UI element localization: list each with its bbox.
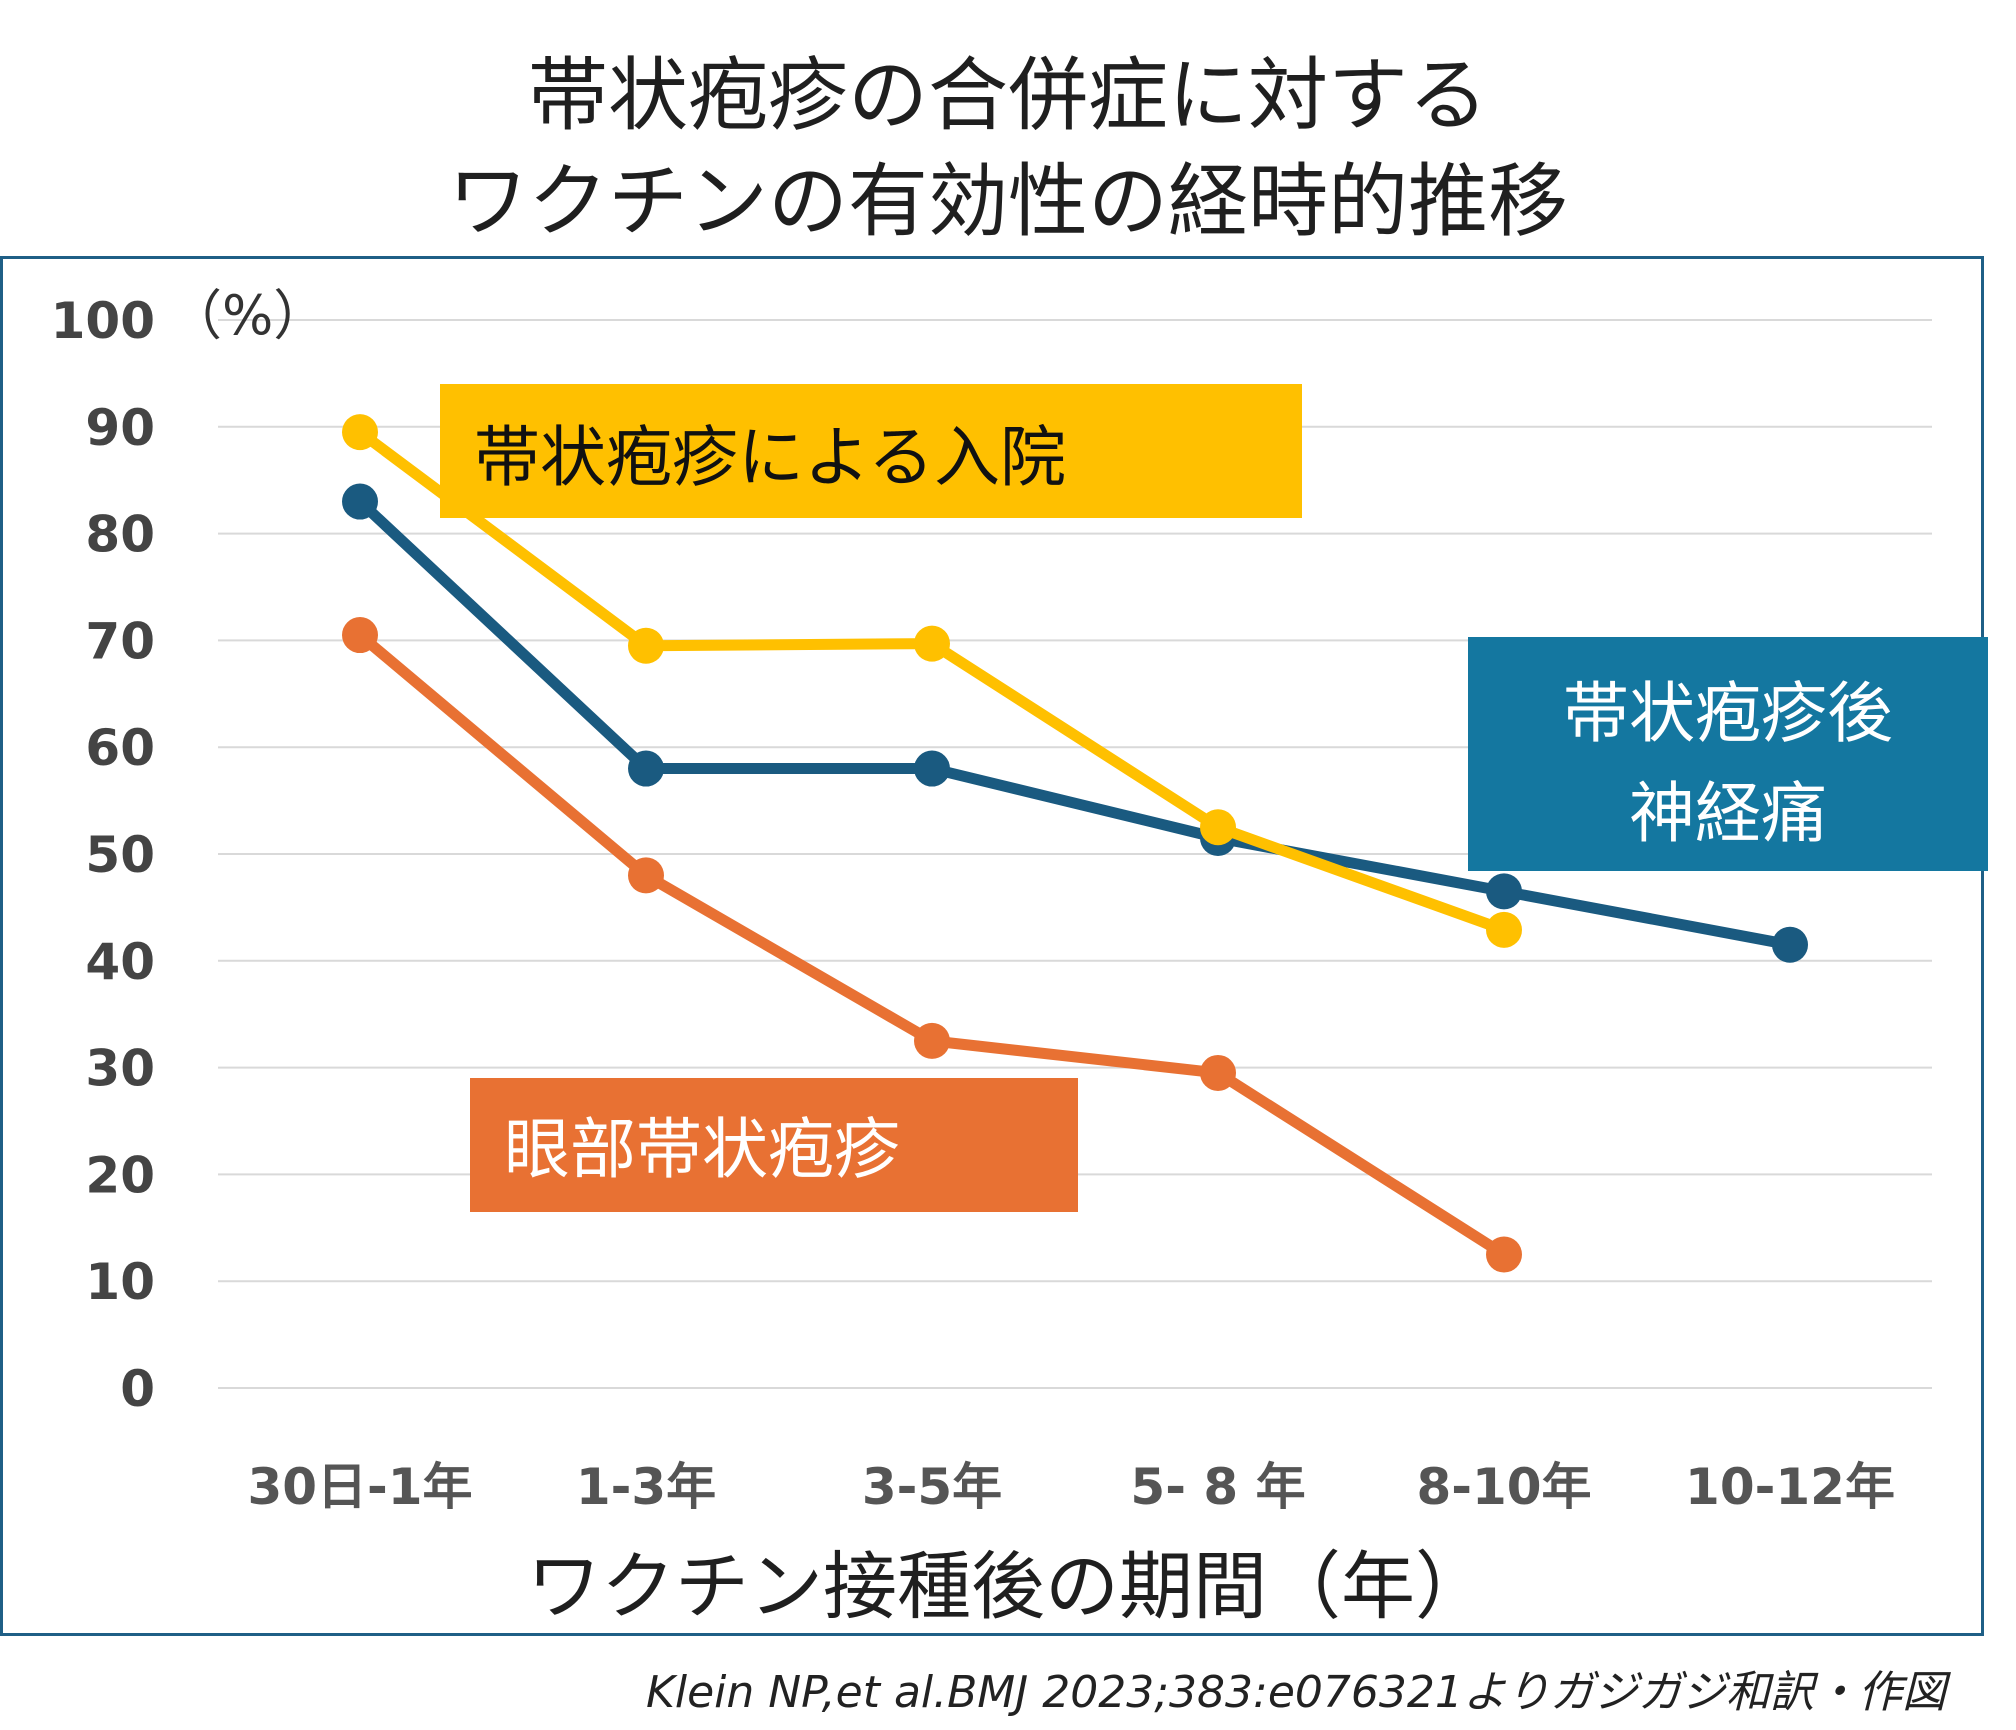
x-tick-label: 30日-1年 <box>247 1458 472 1516</box>
label-box-phn <box>1468 637 1988 871</box>
x-tick-label: 1-3年 <box>576 1458 716 1516</box>
data-point <box>1200 1054 1236 1091</box>
label-hospitalization: 帯状疱疹による入院 <box>440 384 1302 518</box>
x-tick-label: 8-10年 <box>1416 1458 1591 1516</box>
x-tick-label: 5- 8 年 <box>1130 1458 1305 1516</box>
label-box-hospitalization <box>440 384 1302 518</box>
x-axis-title: ワクチン接種後の期間（年） <box>527 1544 1489 1630</box>
data-point <box>1486 1236 1522 1273</box>
y-tick-label: 0 <box>120 1360 155 1418</box>
y-tick-label: 10 <box>85 1253 155 1311</box>
label-text-hospitalization: 帯状疱疹による入院 <box>474 419 1066 496</box>
series-ophthalmic-zoster <box>342 617 1522 1273</box>
data-point <box>1200 809 1236 846</box>
data-point <box>342 617 378 654</box>
y-tick-label: 30 <box>85 1040 155 1098</box>
label-box-ophthalmic <box>470 1078 1078 1212</box>
label-text-phn-line2: 神経痛 <box>1629 775 1827 852</box>
y-tick-label: 90 <box>85 399 155 457</box>
data-point <box>628 857 664 894</box>
label-phn: 帯状疱疹後 神経痛 <box>1468 637 1988 871</box>
y-tick-label: 100 <box>51 292 155 350</box>
label-text-phn-line1: 帯状疱疹後 <box>1563 675 1893 752</box>
series-zoster-hospitalization <box>342 414 1522 948</box>
data-point <box>914 625 950 662</box>
y-axis-ticks: 0 10 20 30 40 50 60 70 80 90 100 <box>51 292 155 1418</box>
y-tick-label: 70 <box>85 612 155 670</box>
data-point <box>342 414 378 451</box>
y-tick-label: 60 <box>85 719 155 777</box>
data-point <box>914 750 950 787</box>
y-tick-label: 50 <box>85 826 155 884</box>
x-axis-ticks: 30日-1年 1-3年 3-5年 5- 8 年 8-10年 10-12年 <box>247 1458 1895 1516</box>
chart-title-line1: 帯状疱疹の合併症に対する <box>528 49 1488 142</box>
y-tick-label: 20 <box>85 1146 155 1204</box>
y-tick-label: 80 <box>85 506 155 564</box>
y-tick-label: 40 <box>85 933 155 991</box>
y-unit-label: （%） <box>168 284 327 347</box>
x-tick-label: 10-12年 <box>1685 1458 1895 1516</box>
x-tick-label: 3-5年 <box>862 1458 1002 1516</box>
data-point <box>628 750 664 787</box>
data-point <box>628 627 664 664</box>
data-point <box>1772 926 1808 963</box>
data-point <box>342 483 378 520</box>
chart-frame <box>0 256 1984 1636</box>
chart-title-line2: ワクチンの有効性の経時的推移 <box>448 155 1568 248</box>
series-lines <box>342 414 1808 1273</box>
series-line <box>356 497 1792 951</box>
data-point <box>1486 873 1522 910</box>
label-text-ophthalmic: 眼部帯状疱疹 <box>504 1111 900 1188</box>
data-point <box>1486 911 1522 948</box>
data-point <box>914 1022 950 1059</box>
label-ophthalmic: 眼部帯状疱疹 <box>470 1078 1078 1212</box>
source-caption: Klein NP,et al.BMJ 2023;383:e076321よりガジガ… <box>646 1667 1946 1718</box>
